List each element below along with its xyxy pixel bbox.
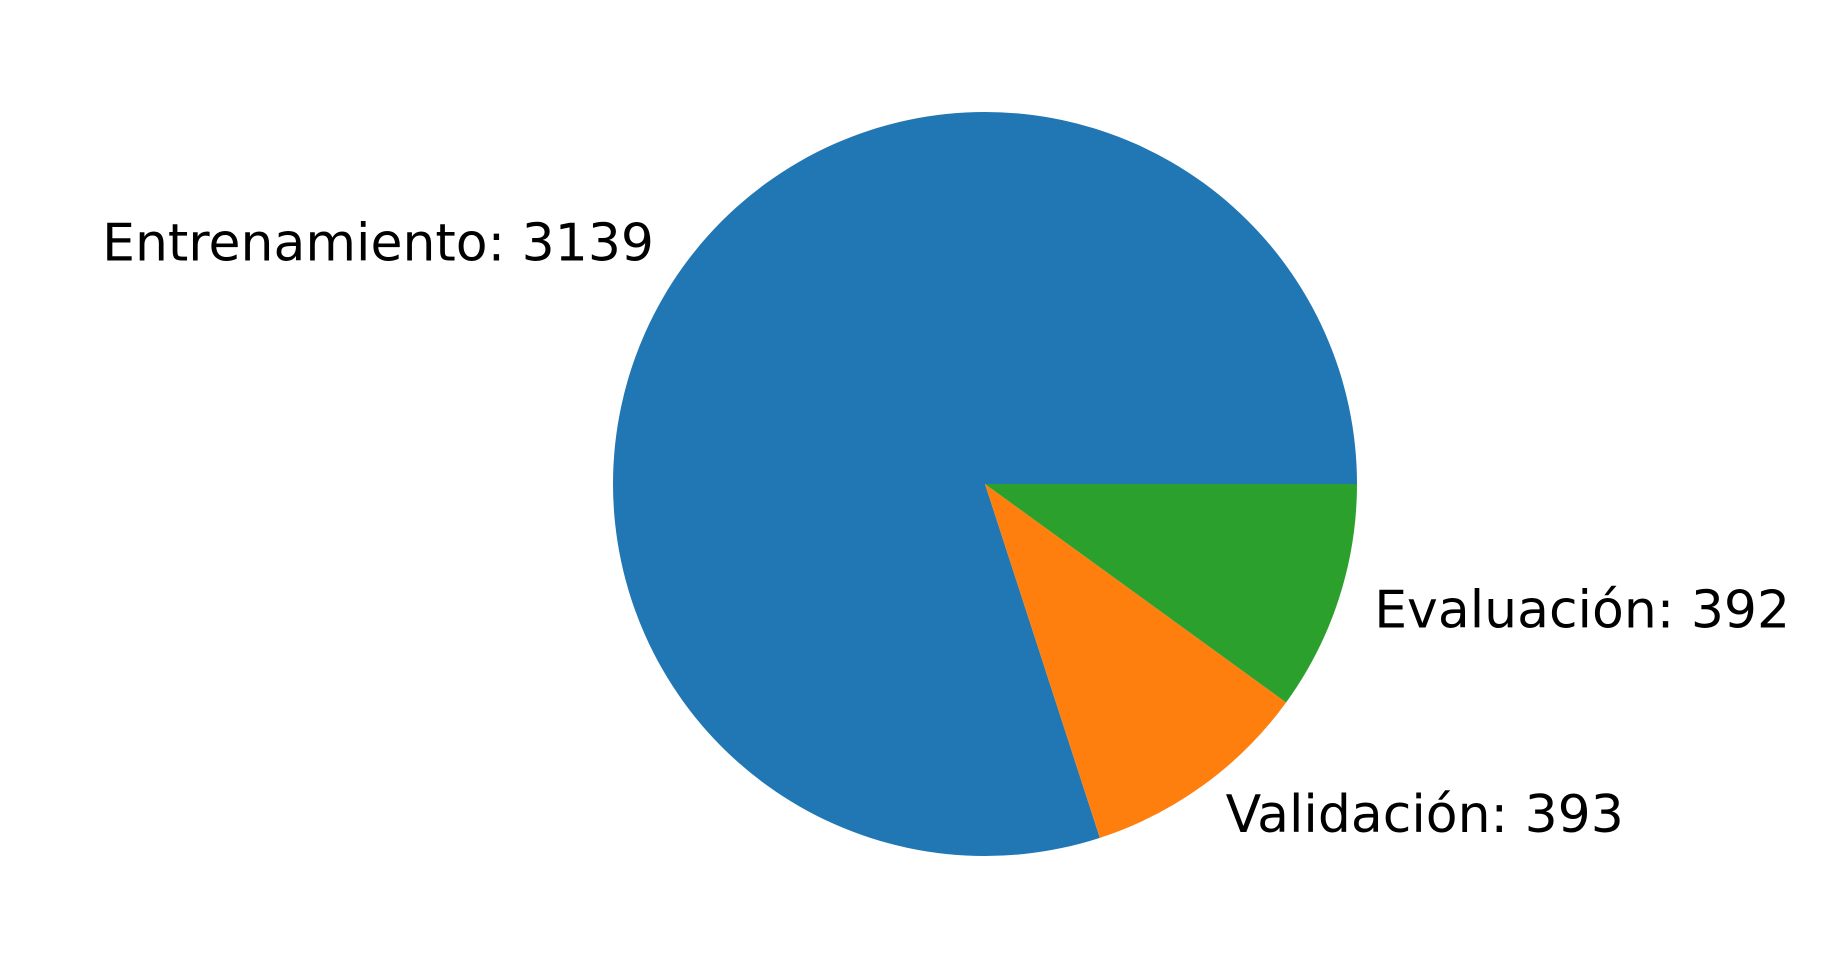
slice-label: Evaluación: 392 <box>1374 580 1790 640</box>
pie-slice-evaluacion <box>985 484 1357 703</box>
slice-label: Validación: 393 <box>1226 785 1624 845</box>
pie-slice-validacion <box>985 484 1287 838</box>
slice-label: Entrenamiento: 3139 <box>102 213 654 273</box>
pie-slices <box>613 111 1357 857</box>
pie-labels: Entrenamiento: 3139 Validación: 393 Evalua… <box>102 213 1790 845</box>
